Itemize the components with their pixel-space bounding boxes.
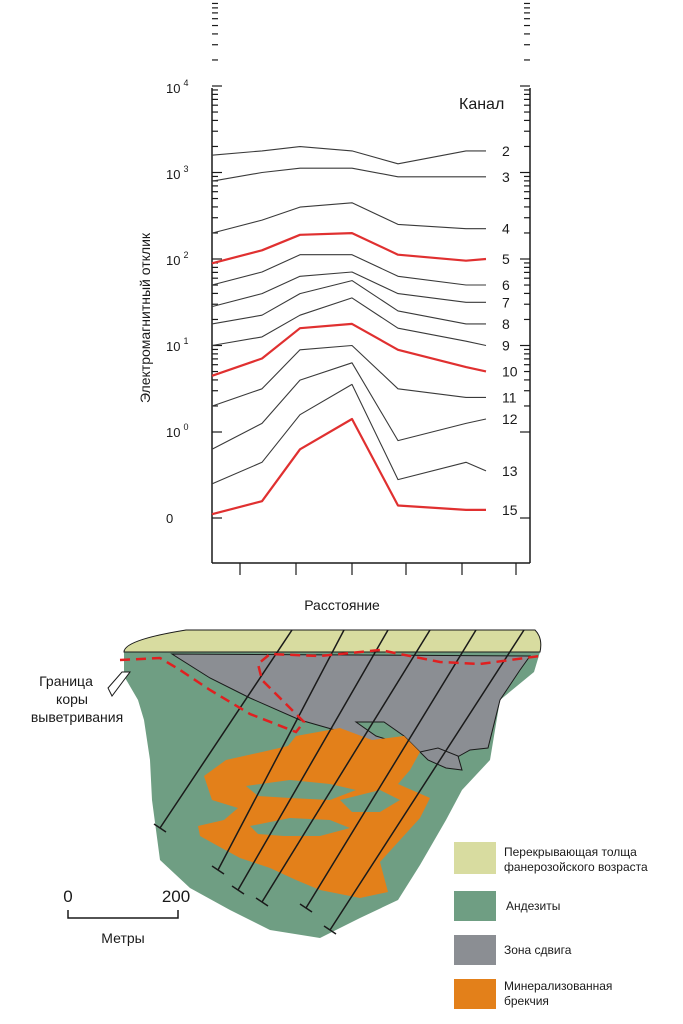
channel-curve-9 bbox=[211, 297, 487, 347]
channel-label-11: 11 bbox=[502, 389, 517, 405]
channel-curve-5 bbox=[211, 232, 487, 265]
legend-label-breccia-1: Минерализованная bbox=[504, 979, 612, 993]
channel-curves bbox=[211, 146, 487, 516]
legend-swatch-breccia bbox=[454, 979, 496, 1009]
legend-label-overburden-1: Перекрывающая толща bbox=[504, 845, 637, 859]
breccia-gap-3 bbox=[340, 790, 400, 812]
weathering-boundary-label-1: Граница bbox=[39, 673, 93, 689]
legend-label-overburden-2: фанерозойского возраста bbox=[504, 860, 648, 874]
scale-min-label: 0 bbox=[63, 887, 72, 906]
legend-swatch-shear-zone bbox=[454, 935, 496, 965]
drill-hole bbox=[237, 629, 389, 891]
drill-hole-end bbox=[323, 925, 337, 935]
drill-hole-end bbox=[153, 823, 167, 833]
scale-unit-label: Метры bbox=[101, 930, 144, 946]
weathering-boundary-pointer bbox=[107, 671, 131, 697]
channel-curve-11 bbox=[211, 344, 486, 407]
channel-label-2: 2 bbox=[502, 143, 510, 159]
channel-label-13: 13 bbox=[502, 463, 518, 479]
weathering-boundary-label-3: выветривания bbox=[31, 709, 123, 725]
y-tick-label: 10 1 bbox=[166, 336, 188, 354]
channel-curve-7 bbox=[211, 271, 486, 308]
legend-swatch-andesite bbox=[454, 891, 496, 921]
channel-curve-6 bbox=[211, 254, 486, 286]
scale-bar-line bbox=[67, 910, 179, 919]
breccia-gap-2 bbox=[250, 818, 350, 836]
channel-label-7: 7 bbox=[502, 294, 510, 310]
channel-curve-10 bbox=[211, 322, 487, 377]
scale-max-label: 200 bbox=[162, 887, 190, 906]
shear-zone bbox=[170, 653, 531, 761]
drill-hole bbox=[217, 629, 345, 871]
y-tick-label: 10 4 bbox=[166, 78, 188, 96]
y-tick-label: 10 0 bbox=[166, 422, 188, 440]
channel-curve-15 bbox=[211, 417, 486, 516]
channel-curve-13 bbox=[211, 383, 487, 485]
channel-label-12: 12 bbox=[502, 411, 518, 427]
channel-label-6: 6 bbox=[502, 277, 510, 293]
drill-hole-end bbox=[255, 897, 269, 907]
y-axis-ticks bbox=[212, 2, 530, 519]
scale-bar: 0 200 Метры bbox=[63, 887, 190, 946]
drill-hole bbox=[329, 629, 525, 931]
y-tick-label: 0 bbox=[166, 511, 173, 526]
y-axis-title: Электромагнитный отклик bbox=[137, 232, 153, 403]
channel-curve-3 bbox=[211, 167, 486, 182]
channel-curve-4 bbox=[211, 202, 486, 234]
channel-curve-2 bbox=[211, 146, 486, 165]
channel-header: Канал bbox=[459, 96, 504, 113]
channel-label-10: 10 bbox=[502, 363, 518, 379]
x-axis-title: Расстояние bbox=[304, 597, 380, 613]
drill-hole bbox=[305, 629, 477, 909]
legend-label-shear-zone: Зона сдвига bbox=[504, 943, 572, 957]
legend-swatch-overburden bbox=[454, 842, 496, 874]
channel-label-9: 9 bbox=[502, 338, 510, 354]
channel-curve-8 bbox=[211, 280, 486, 325]
channel-label-4: 4 bbox=[502, 221, 510, 237]
drill-hole bbox=[159, 629, 293, 829]
drill-hole-end bbox=[231, 885, 245, 895]
legend-label-andesite: Андезиты bbox=[506, 899, 560, 913]
y-tick-label: 10 2 bbox=[166, 250, 188, 268]
weathering-boundary-label-2: коры bbox=[56, 691, 88, 707]
drill-hole-end bbox=[299, 903, 313, 913]
legend: Перекрывающая толща фанерозойского возра… bbox=[454, 842, 648, 1009]
overburden-layer bbox=[123, 629, 542, 653]
drill-holes bbox=[153, 629, 525, 935]
geologic-cross-section: Граница коры выветривания 0 200 Метры bbox=[31, 629, 542, 946]
channel-label-5: 5 bbox=[502, 251, 510, 267]
drill-hole bbox=[261, 629, 431, 903]
channel-labels: 2 3 4 5 67 8 9 10 11 12 13 15 bbox=[502, 143, 518, 518]
drill-hole-end bbox=[211, 865, 225, 875]
channel-label-3: 3 bbox=[502, 169, 510, 185]
y-tick-label: 10 3 bbox=[166, 164, 188, 182]
weathering-boundary-line bbox=[119, 648, 541, 734]
breccia-main bbox=[198, 728, 430, 898]
x-axis-ticks bbox=[239, 563, 517, 575]
channel-curve-12 bbox=[211, 362, 487, 450]
channel-label-15: 15 bbox=[502, 502, 518, 518]
channel-label-8: 8 bbox=[502, 316, 510, 332]
legend-label-breccia-2: брекчия bbox=[504, 994, 549, 1008]
